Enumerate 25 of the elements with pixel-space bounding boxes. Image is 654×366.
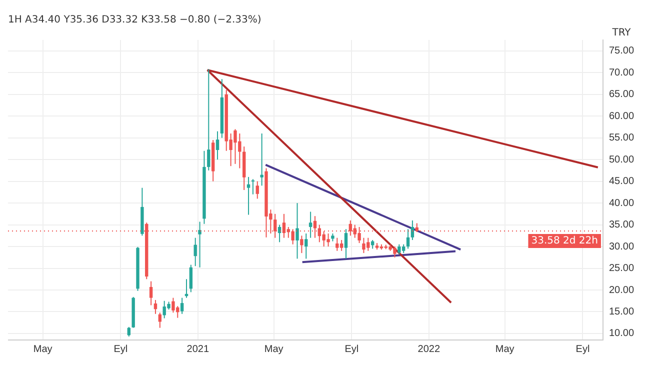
x-tick-label: Eyl	[344, 344, 359, 355]
y-tick-label: 55.00	[608, 132, 634, 144]
x-tick-label: May	[264, 344, 284, 355]
ref-line-label: 33.58 2d 22h	[531, 236, 598, 247]
x-tick-label: May	[33, 344, 52, 355]
chart-title: 1H A34.40 Y35.36 D33.32 K33.58 −0.80 (−2.33%)	[8, 14, 262, 26]
y-tick-label: 65.00	[608, 89, 634, 100]
y-tick-label: 40.00	[608, 198, 634, 209]
y-tick-label: 60.00	[608, 110, 634, 122]
y-tick-label: 70.00	[608, 67, 634, 78]
x-tick-label: May	[495, 344, 514, 355]
x-tick-label: Eyl	[576, 344, 590, 355]
y-tick-label: 15.00	[608, 306, 634, 318]
y-tick-label: 20.00	[608, 284, 634, 296]
y-tick-label: 30.00	[608, 241, 634, 252]
y-tick-label: 35.00	[608, 220, 634, 231]
y-tick-label: 45.00	[608, 176, 634, 188]
x-tick-label: 2022	[418, 344, 440, 355]
x-tick-label: Eyl	[114, 344, 128, 355]
y-tick-label: 25.00	[608, 263, 634, 274]
y-axis-title: TRY	[611, 28, 632, 39]
x-tick-label: 2021	[186, 344, 210, 355]
y-tick-label: 10.00	[608, 328, 634, 340]
y-tick-label: 75.00	[608, 46, 634, 57]
y-tick-label: 50.00	[608, 154, 634, 166]
